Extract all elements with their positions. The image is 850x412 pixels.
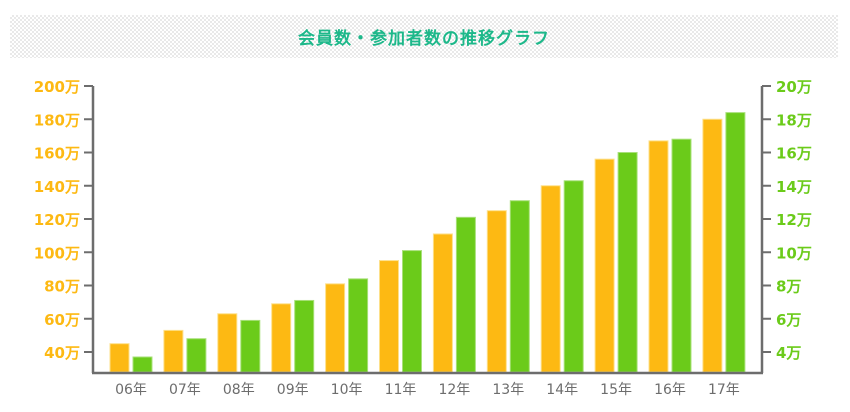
bar-members-07年 — [163, 329, 184, 373]
left-tick-label: 60万 — [44, 311, 80, 329]
bar-members-14年 — [540, 185, 561, 373]
right-tick-label: 18万 — [776, 111, 812, 129]
chart-title-banner: 会員数・参加者数の推移グラフ — [10, 15, 838, 58]
bar-members-06年 — [109, 343, 130, 373]
right-tick-label: 20万 — [776, 78, 812, 96]
bar-participants-08年 — [240, 319, 261, 373]
left-tick-label: 80万 — [44, 278, 80, 296]
bar-members-10年 — [325, 283, 346, 373]
left-tick-label: 40万 — [44, 344, 80, 362]
bar-participants-12年 — [455, 216, 476, 373]
x-tick-label: 09年 — [277, 382, 309, 398]
bar-members-09年 — [271, 303, 292, 373]
bar-participants-09年 — [294, 299, 315, 373]
bar-participants-10年 — [348, 278, 369, 373]
x-axis: 06年 07年 08年 09年 10年 11年 12年 13年 14年 15年 16年 17年 — [92, 371, 763, 398]
bar-members-16年 — [648, 140, 669, 373]
left-tick-label: 160万 — [34, 145, 80, 163]
bar-series — [109, 112, 746, 373]
left-tick-label: 100万 — [34, 244, 80, 262]
bar-members-08年 — [217, 313, 238, 373]
right-tick-label: 16万 — [776, 145, 812, 163]
right-tick-label: 8万 — [776, 278, 801, 296]
left-y-axis: 40万 60万 80万 100万 120万 140万 160万 180万 200万 — [34, 78, 95, 373]
left-tick-label: 200万 — [34, 78, 80, 96]
x-tick-label: 17年 — [708, 382, 740, 398]
bar-participants-06年 — [132, 356, 153, 373]
left-tick-label: 140万 — [34, 178, 80, 196]
x-tick-label: 15年 — [600, 382, 632, 398]
bar-participants-14年 — [563, 180, 584, 373]
bar-members-15年 — [594, 158, 615, 373]
x-tick-label: 08年 — [223, 382, 255, 398]
bar-participants-13年 — [509, 200, 530, 373]
x-tick-label: 14年 — [546, 382, 578, 398]
x-tick-label: 10年 — [331, 382, 363, 398]
bar-participants-16年 — [671, 138, 692, 373]
left-tick-label: 120万 — [34, 211, 80, 229]
bar-participants-15年 — [617, 152, 638, 373]
x-tick-label: 06年 — [115, 382, 147, 398]
right-tick-label: 10万 — [776, 244, 812, 262]
right-y-axis: 4万 6万 8万 10万 12万 14万 16万 18万 20万 — [760, 78, 812, 373]
x-tick-label: 11年 — [385, 382, 417, 398]
bar-members-11年 — [379, 260, 399, 373]
bar-participants-11年 — [402, 250, 422, 373]
chart-title: 会員数・参加者数の推移グラフ — [298, 29, 550, 49]
right-tick-label: 6万 — [776, 311, 801, 329]
x-tick-label: 13年 — [492, 382, 524, 398]
right-tick-label: 14万 — [776, 178, 812, 196]
x-tick-label: 07年 — [169, 382, 201, 398]
bar-participants-17年 — [725, 112, 746, 373]
bar-participants-07年 — [186, 338, 207, 373]
bar-members-12年 — [432, 233, 453, 373]
left-tick-label: 180万 — [34, 111, 80, 129]
bar-members-13年 — [486, 210, 507, 373]
right-tick-label: 4万 — [776, 344, 801, 362]
right-tick-label: 12万 — [776, 211, 812, 229]
bar-members-17年 — [702, 118, 723, 373]
x-tick-label: 16年 — [654, 382, 686, 398]
x-tick-label: 12年 — [438, 382, 470, 398]
